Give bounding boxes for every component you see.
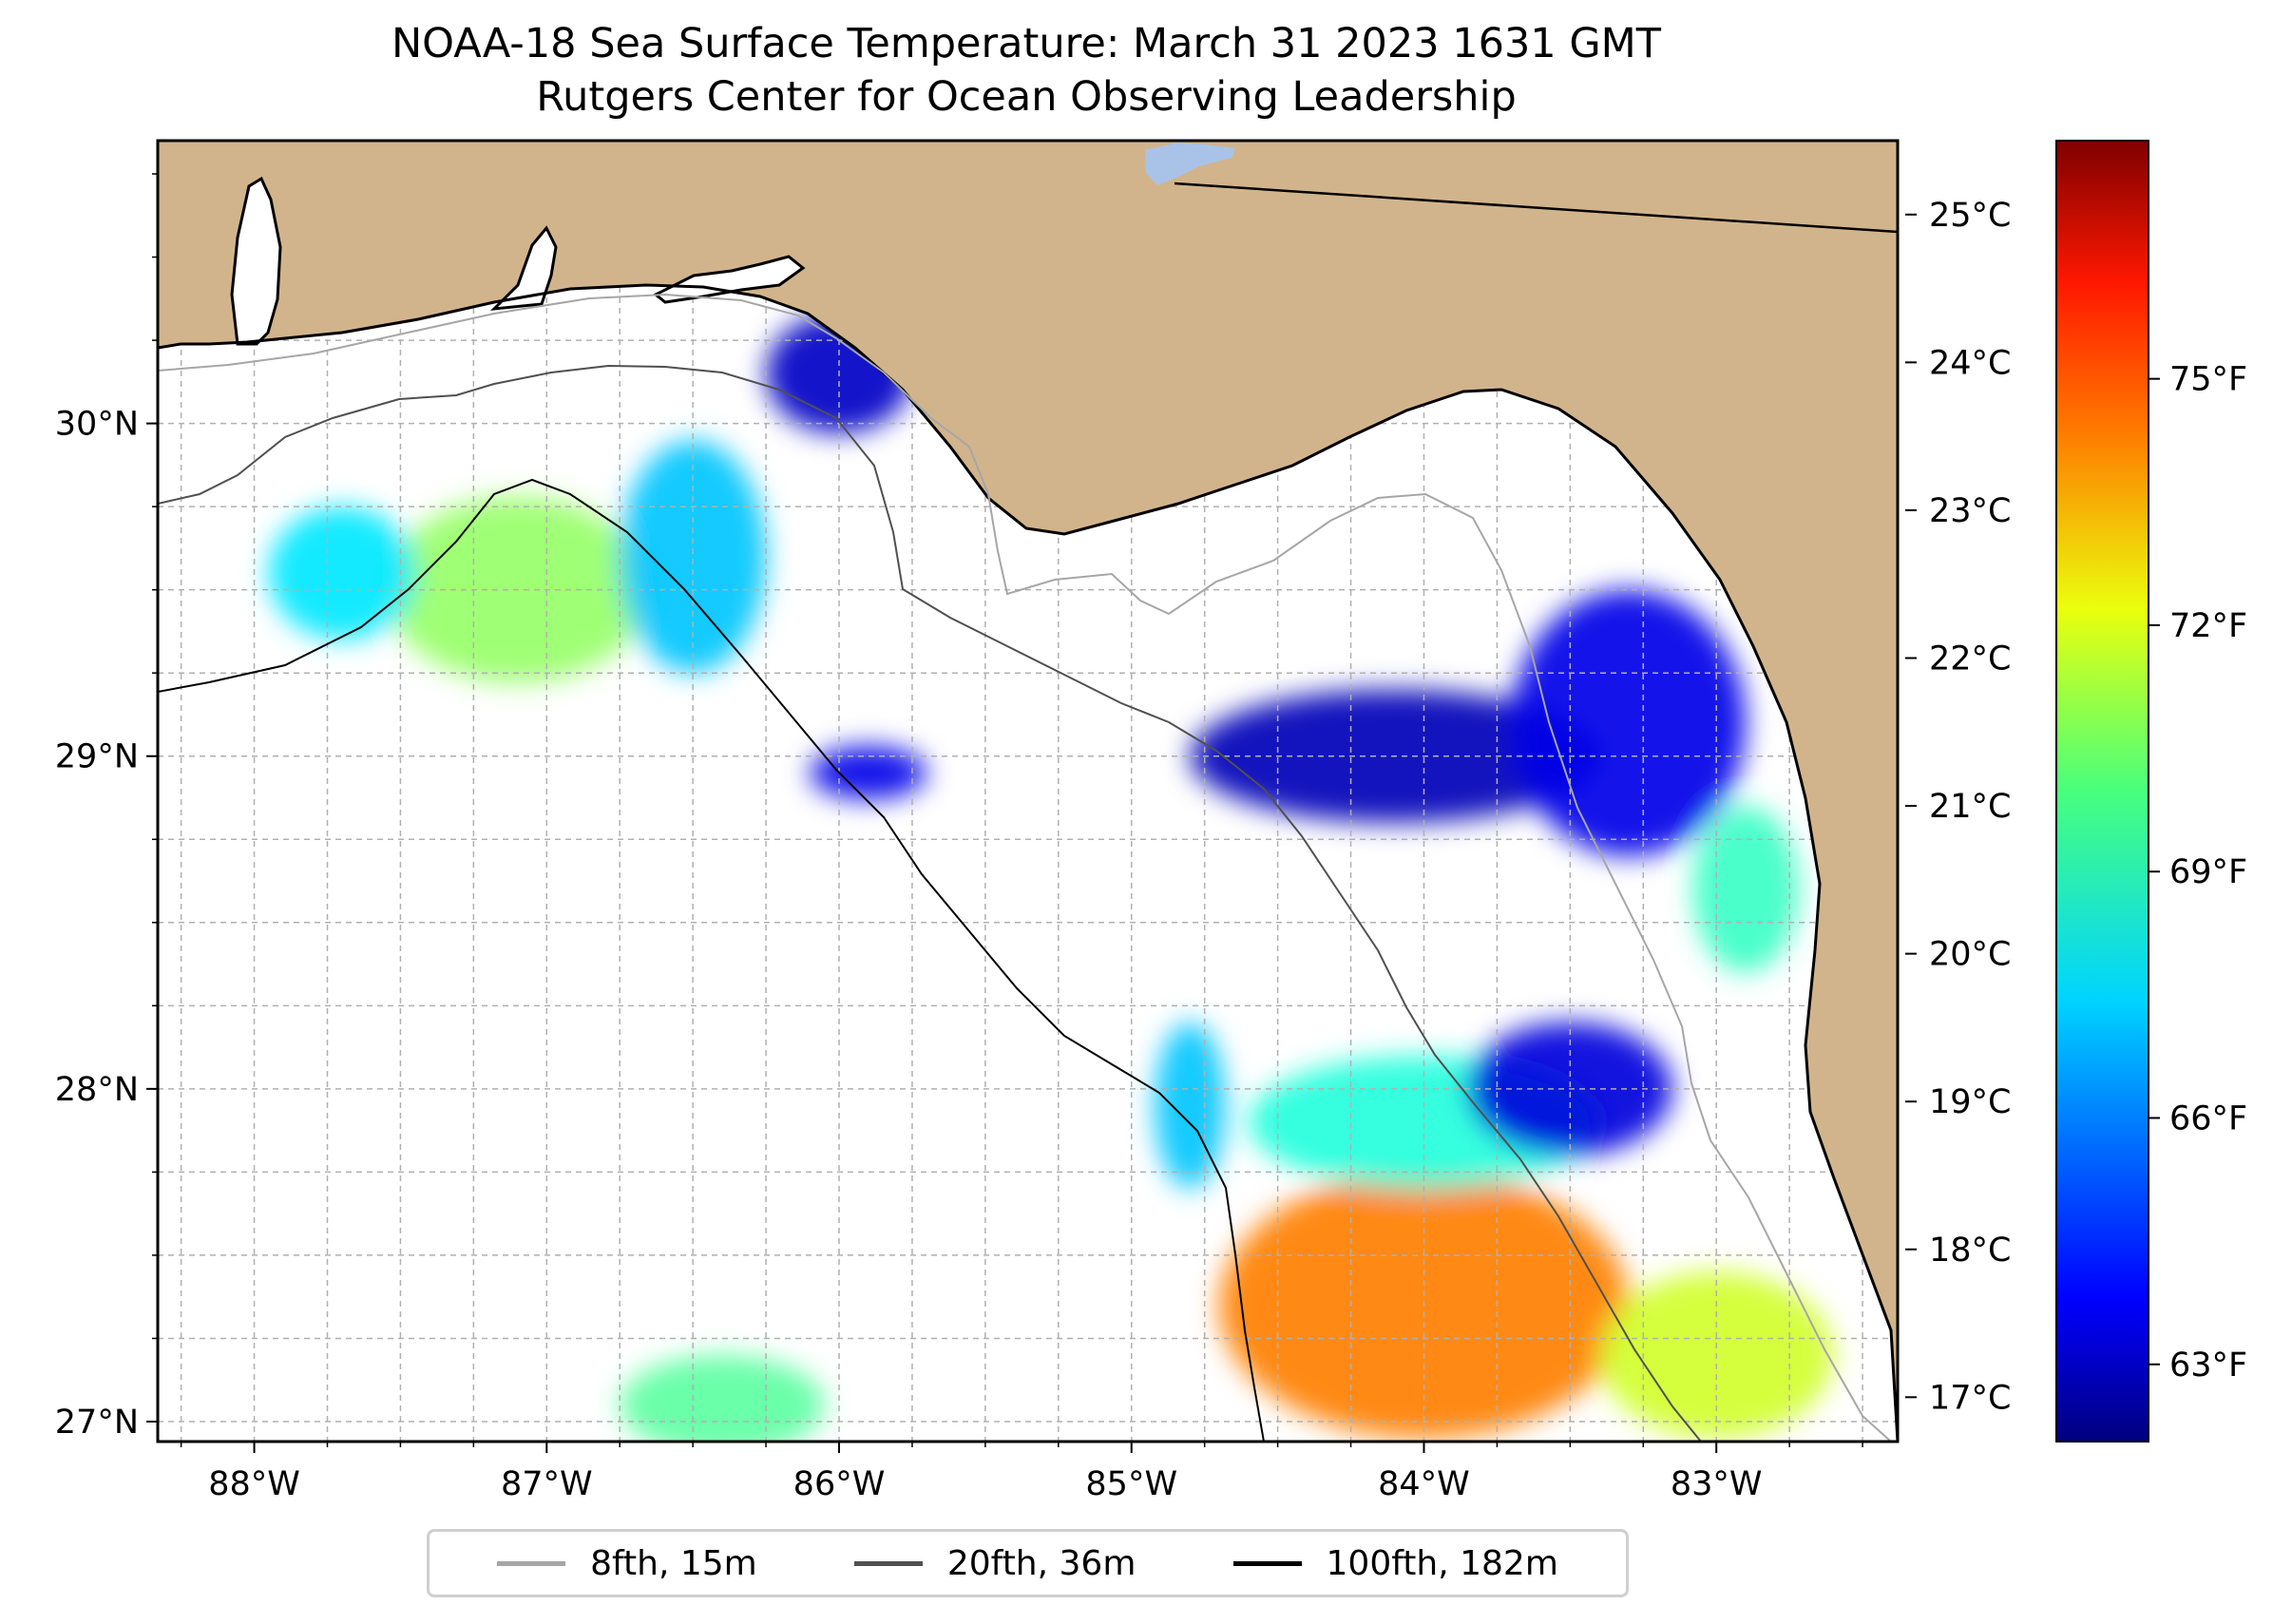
legend-swatch-8fth (497, 1560, 566, 1566)
isobath-legend: 8fth, 15m 20fth, 36m 100fth, 182m (427, 1529, 1629, 1597)
sst-map-svg: 88°W 87°W 86°W 85°W 84°W 83°W 27°N 28°N 29°N 30°… (55, 139, 2247, 1503)
y-tick-label: 27°N (55, 1404, 139, 1442)
sst-patch (1155, 1022, 1226, 1189)
colorbar-c-label: 24°C (1929, 344, 2011, 382)
legend-swatch-100fth (1232, 1560, 1302, 1566)
sst-patch (1511, 589, 1746, 856)
colorbar-c-label: 25°C (1929, 197, 2011, 235)
state-boundary-line (1174, 182, 1898, 234)
colorbar-celsius-ticks: 17°C 18°C 19°C 20°C 21°C 22°C 23°C 24°C 25°C (1905, 197, 2011, 1417)
colorbar-c-label: 20°C (1929, 936, 2011, 974)
y-axis-ticks: 27°N 28°N 29°N 30°N (55, 173, 158, 1442)
x-tick-label: 83°W (1671, 1465, 1763, 1503)
x-tick-label: 88°W (208, 1465, 300, 1503)
bay-pensacola (489, 225, 558, 311)
legend-label-100fth: 100fth, 182m (1326, 1543, 1558, 1583)
colorbar-c-label: 21°C (1929, 788, 2011, 826)
y-tick-label: 28°N (55, 1071, 139, 1109)
colorbar-c-label: 19°C (1929, 1083, 2011, 1121)
sst-patch (810, 746, 927, 800)
colorbar-c-label: 22°C (1929, 640, 2011, 678)
colorbar-c-label: 17°C (1929, 1379, 2011, 1417)
sst-patch (620, 1354, 825, 1442)
isobath-100fth (158, 478, 1265, 1442)
x-axis-ticks: 88°W 87°W 86°W 85°W 84°W 83°W (180, 1442, 1863, 1503)
y-tick-label: 30°N (55, 406, 139, 444)
colorbar-f-label: 69°F (2169, 853, 2247, 891)
colorbar-c-label: 18°C (1929, 1232, 2011, 1270)
isobath-20fth (158, 364, 1702, 1442)
sst-patch (268, 506, 415, 640)
coastline-trace (158, 283, 1898, 1442)
y-tick-label: 29°N (55, 738, 139, 776)
colorbar-fahrenheit-ticks: 63°F 66°F 69°F 72°F 75°F (2149, 361, 2247, 1385)
map-frame (156, 139, 1900, 1443)
x-tick-label: 87°W (501, 1465, 593, 1503)
legend-label-8fth: 8fth, 15m (590, 1543, 757, 1583)
legend-item-100fth: 100fth, 182m (1232, 1543, 1558, 1583)
isobath-8fth (158, 293, 1892, 1442)
chart-title: NOAA-18 Sea Surface Temperature: March 3… (391, 20, 1662, 67)
legend-item-8fth: 8fth, 15m (497, 1544, 757, 1583)
bay-mobile (230, 176, 282, 346)
legend-item-20fth: 20fth, 36m (853, 1543, 1136, 1583)
colorbar (2055, 140, 2149, 1442)
legend-label-20fth: 20fth, 36m (946, 1543, 1136, 1583)
lake (1145, 143, 1235, 185)
sst-patch (620, 440, 767, 674)
bay-choctawhatchee (653, 255, 806, 304)
colorbar-f-label: 72°F (2169, 607, 2247, 645)
legend-swatch-20fth (853, 1560, 923, 1566)
chart-subtitle: Rutgers Center for Ocean Observing Leade… (536, 73, 1517, 121)
colorbar-f-label: 66°F (2169, 1099, 2247, 1137)
colorbar-c-label: 23°C (1929, 492, 2011, 530)
x-tick-label: 85°W (1085, 1465, 1177, 1503)
land-north-coast (158, 141, 1898, 1442)
colorbar-f-label: 75°F (2169, 361, 2247, 399)
sst-patch (1692, 806, 1799, 973)
x-tick-label: 86°W (793, 1465, 886, 1503)
x-tick-label: 84°W (1378, 1465, 1470, 1503)
colorbar-f-label: 63°F (2169, 1347, 2247, 1385)
